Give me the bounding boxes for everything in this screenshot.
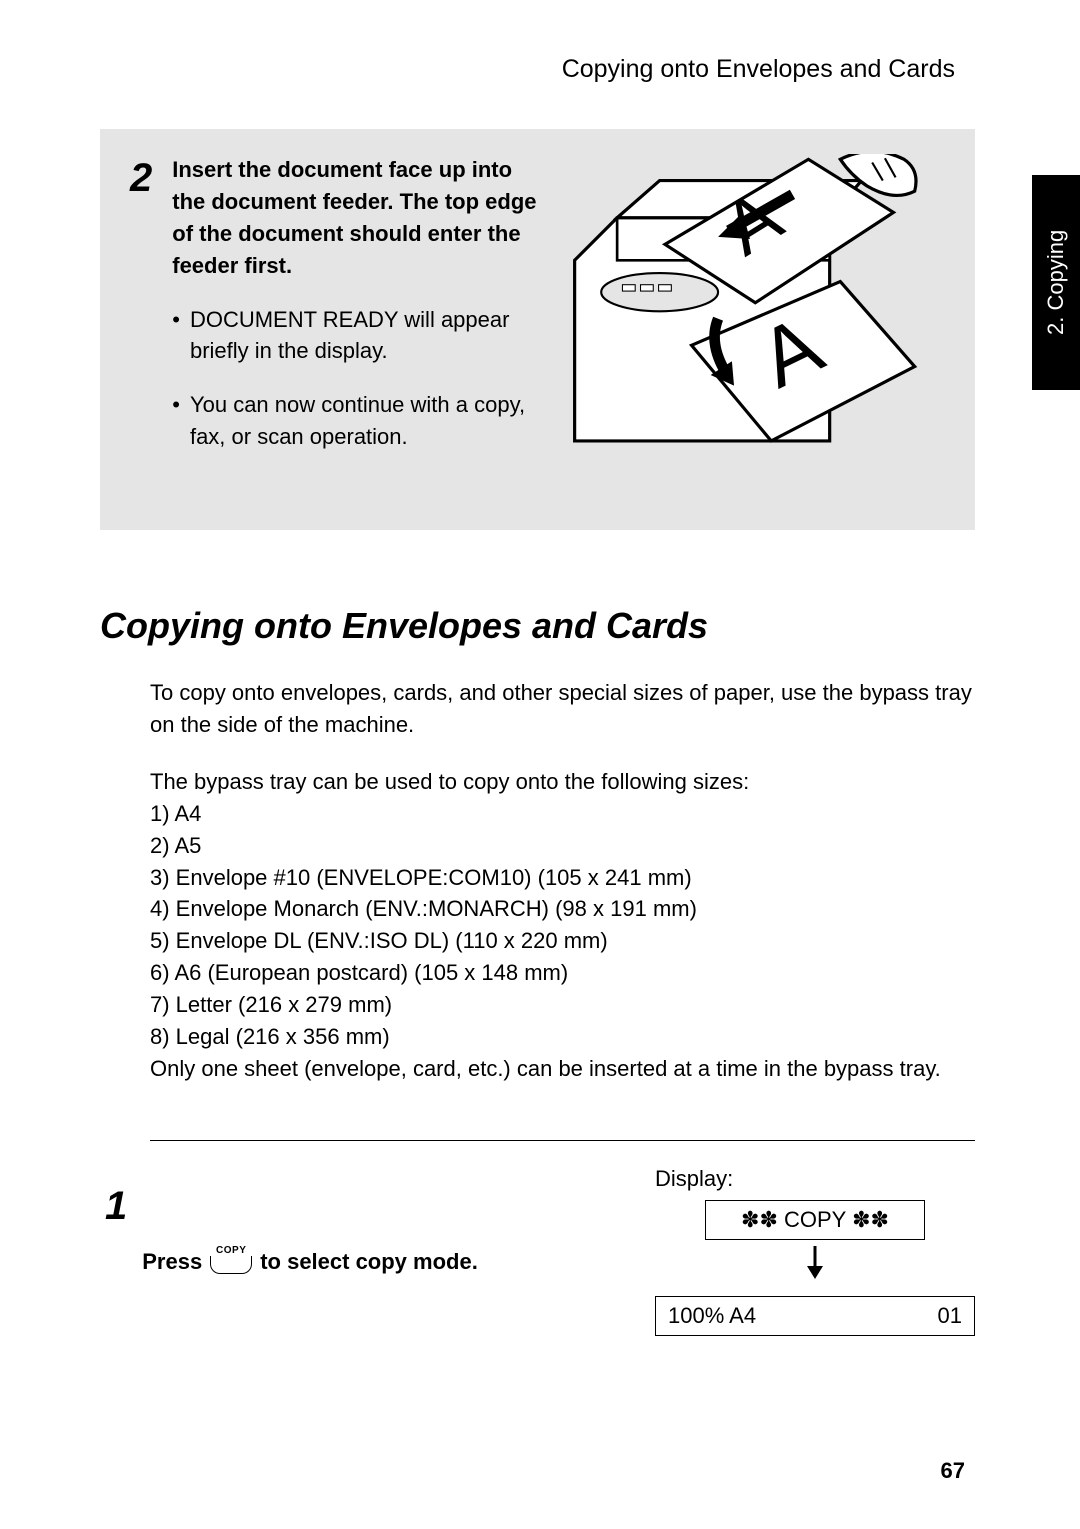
copy-button-icon: COPY: [210, 1245, 252, 1274]
bullet-icon: •: [172, 304, 180, 368]
copy-button-label: COPY: [216, 1245, 246, 1256]
copy-button-shape: [210, 1256, 252, 1274]
step-2-bullet-1: • DOCUMENT READY will appear briefly in …: [172, 304, 548, 368]
bullet-text: You can now continue with a copy, fax, o…: [190, 389, 549, 453]
printer-illustration: A A: [564, 154, 925, 457]
mode-label: to select copy mode.: [260, 1249, 478, 1275]
display-panel: Display: ✽✽ COPY ✽✽ 100% A4 01: [655, 1166, 975, 1336]
bullet-icon: •: [172, 389, 180, 453]
size-item-6: 6) A6 (European postcard) (105 x 148 mm): [150, 957, 975, 989]
step-2-box: 2 Insert the document face up into the d…: [100, 129, 975, 530]
chapter-side-tab: 2. Copying: [1032, 175, 1080, 390]
step-1-instruction: Press COPY to select copy mode.: [142, 1166, 640, 1336]
size-item-1: 1) A4: [150, 798, 975, 830]
step-2-instruction: Insert the document face up into the doc…: [172, 154, 548, 282]
press-label: Press: [142, 1249, 202, 1275]
size-item-5: 5) Envelope DL (ENV.:ISO DL) (110 x 220 …: [150, 925, 975, 957]
size-item-3: 3) Envelope #10 (ENVELOPE:COM10) (105 x …: [150, 862, 975, 894]
size-item-7: 7) Letter (216 x 279 mm): [150, 989, 975, 1021]
page-number: 67: [941, 1458, 965, 1484]
step-2-number: 2: [130, 158, 152, 475]
step-1-number: 1: [105, 1186, 127, 1336]
display-line-copy: ✽✽ COPY ✽✽: [705, 1200, 925, 1240]
size-item-4: 4) Envelope Monarch (ENV.:MONARCH) (98 x…: [150, 893, 975, 925]
document-feeder-icon: A A: [564, 154, 925, 452]
bullet-text: DOCUMENT READY will appear briefly in th…: [190, 304, 549, 368]
sizes-note: Only one sheet (envelope, card, etc.) ca…: [150, 1053, 975, 1085]
size-item-8: 8) Legal (216 x 356 mm): [150, 1021, 975, 1053]
section-title: Copying onto Envelopes and Cards: [100, 605, 975, 647]
section-intro: To copy onto envelopes, cards, and other…: [150, 677, 975, 741]
section-divider: [150, 1140, 975, 1141]
page-header-title: Copying onto Envelopes and Cards: [100, 55, 975, 84]
step-1-row: 1 Press COPY to select copy mode. Displa…: [105, 1166, 975, 1336]
display-caption: Display:: [655, 1166, 975, 1192]
display-copies: 01: [938, 1303, 962, 1329]
arrow-down-icon: [655, 1240, 975, 1296]
size-item-2: 2) A5: [150, 830, 975, 862]
display-zoom-size: 100% A4: [668, 1303, 756, 1329]
sizes-intro: The bypass tray can be used to copy onto…: [150, 766, 975, 798]
step-2-bullet-2: • You can now continue with a copy, fax,…: [172, 389, 548, 453]
display-line-status: 100% A4 01: [655, 1296, 975, 1336]
